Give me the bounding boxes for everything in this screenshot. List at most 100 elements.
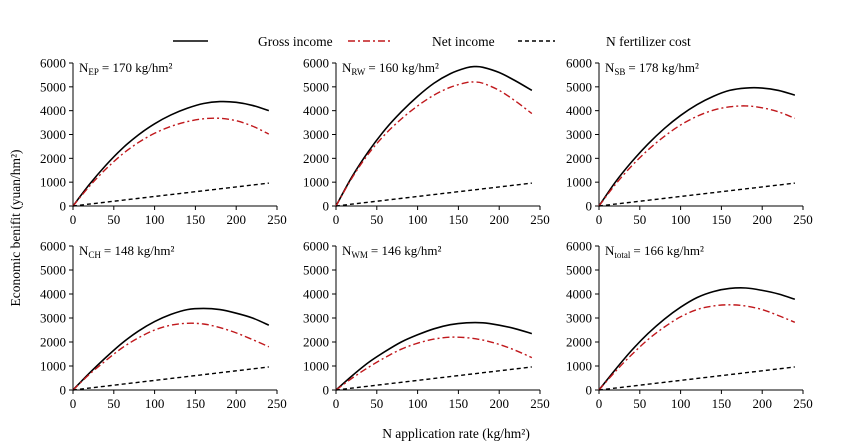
legend-net-label: Net income bbox=[432, 34, 495, 49]
y-tick-label: 4000 bbox=[40, 103, 66, 118]
x-tick-label: 0 bbox=[596, 212, 603, 227]
x-tick-label: 100 bbox=[408, 212, 428, 227]
y-tick-label: 0 bbox=[323, 199, 330, 214]
x-tick-label: 200 bbox=[226, 212, 246, 227]
y-tick-label: 2000 bbox=[566, 335, 592, 350]
x-tick-label: 0 bbox=[333, 212, 340, 227]
panel-optimum-label: NEP = 170 kg/hm² bbox=[79, 60, 172, 77]
net-income-line bbox=[72, 117, 270, 207]
y-tick-label: 6000 bbox=[566, 239, 592, 254]
x-tick-label: 150 bbox=[712, 212, 732, 227]
panel-sb: 0 1000 2000 3000 4000 5000 6000 0 50 100 150 200 250… bbox=[566, 56, 813, 228]
y-tick-label: 6000 bbox=[303, 56, 329, 71]
net-income-line bbox=[598, 304, 796, 391]
panel-total: 0 1000 2000 3000 4000 5000 6000 0 50 100 150 200 250… bbox=[566, 239, 813, 412]
y-tick-label: 3000 bbox=[566, 127, 592, 142]
panel-optimum-label: Ntotal = 166 kg/hm² bbox=[605, 243, 704, 260]
legend: Gross income Net income N fertilizer cos… bbox=[173, 34, 691, 49]
y-tick-label: 4000 bbox=[40, 287, 66, 302]
x-tick-label: 100 bbox=[145, 212, 165, 227]
x-tick-label: 100 bbox=[145, 396, 165, 411]
gross-income-line bbox=[72, 100, 270, 207]
x-tick-label: 150 bbox=[712, 396, 732, 411]
legend-gross-label: Gross income bbox=[258, 34, 333, 49]
y-tick-label: 0 bbox=[323, 383, 330, 398]
x-tick-label: 50 bbox=[370, 396, 383, 411]
y-tick-label: 6000 bbox=[40, 239, 66, 254]
y-tick-label: 1000 bbox=[566, 359, 592, 374]
y-tick-label: 3000 bbox=[303, 311, 329, 326]
x-tick-label: 50 bbox=[633, 396, 646, 411]
gross-income-line bbox=[72, 307, 270, 391]
y-tick-label: 3000 bbox=[566, 311, 592, 326]
y-tick-label: 0 bbox=[60, 199, 67, 214]
net-income-line bbox=[72, 322, 270, 391]
panel-optimum-label: NCH = 148 kg/hm² bbox=[79, 243, 174, 260]
y-tick-label: 5000 bbox=[566, 79, 592, 94]
net-income-line bbox=[335, 81, 533, 207]
x-tick-label: 200 bbox=[226, 396, 246, 411]
y-tick-label: 6000 bbox=[40, 56, 66, 71]
y-tick-label: 6000 bbox=[566, 56, 592, 71]
x-tick-label: 150 bbox=[186, 212, 206, 227]
n-fertilizer-cost-line bbox=[72, 366, 269, 391]
x-tick-label: 250 bbox=[530, 212, 550, 227]
x-tick-label: 0 bbox=[333, 396, 340, 411]
y-tick-label: 2000 bbox=[566, 151, 592, 166]
y-tick-label: 2000 bbox=[40, 335, 66, 350]
x-tick-label: 50 bbox=[370, 212, 383, 227]
x-tick-label: 250 bbox=[530, 396, 550, 411]
panel-ch: 0 1000 2000 3000 4000 5000 6000 0 50 100 150 200 250… bbox=[40, 239, 287, 412]
y-axis-title: Economic benifit (yuan/hm²) bbox=[8, 149, 23, 306]
y-tick-label: 3000 bbox=[40, 311, 66, 326]
y-tick-label: 0 bbox=[586, 383, 593, 398]
gross-income-line bbox=[598, 287, 796, 391]
x-tick-label: 250 bbox=[793, 396, 813, 411]
y-tick-label: 2000 bbox=[303, 335, 329, 350]
y-tick-label: 5000 bbox=[303, 79, 329, 94]
n-fertilizer-cost-line bbox=[72, 182, 269, 207]
panel-ep: 0 1000 2000 3000 4000 5000 6000 0 50 100 150 200 250… bbox=[40, 56, 287, 228]
n-fertilizer-cost-line bbox=[335, 182, 532, 207]
x-tick-label: 200 bbox=[489, 212, 509, 227]
panel-optimum-label: NWM = 146 kg/hm² bbox=[342, 243, 441, 260]
x-tick-label: 150 bbox=[186, 396, 206, 411]
x-tick-label: 100 bbox=[408, 396, 428, 411]
y-tick-label: 2000 bbox=[40, 151, 66, 166]
n-fertilizer-cost-line bbox=[335, 366, 532, 391]
y-tick-label: 4000 bbox=[566, 287, 592, 302]
net-income-line bbox=[335, 336, 533, 391]
x-tick-label: 100 bbox=[671, 212, 691, 227]
x-tick-label: 200 bbox=[752, 212, 772, 227]
x-tick-label: 250 bbox=[267, 212, 287, 227]
y-tick-label: 0 bbox=[60, 383, 67, 398]
panel-rw: 0 1000 2000 3000 4000 5000 6000 0 50 100 150 200 250… bbox=[303, 56, 550, 228]
gross-income-line bbox=[335, 321, 533, 391]
net-income-line bbox=[598, 105, 796, 207]
y-tick-label: 1000 bbox=[566, 175, 592, 190]
x-tick-label: 150 bbox=[449, 396, 469, 411]
y-tick-label: 4000 bbox=[303, 287, 329, 302]
y-tick-label: 5000 bbox=[40, 79, 66, 94]
x-tick-label: 250 bbox=[793, 212, 813, 227]
x-tick-label: 200 bbox=[752, 396, 772, 411]
x-tick-label: 250 bbox=[267, 396, 287, 411]
panel-optimum-label: NRW = 160 kg/hm² bbox=[342, 60, 439, 77]
x-tick-label: 200 bbox=[489, 396, 509, 411]
legend-cost-label: N fertilizer cost bbox=[606, 34, 691, 49]
panel-wm: 0 1000 2000 3000 4000 5000 6000 0 50 100 150 200 250… bbox=[303, 239, 550, 412]
y-tick-label: 1000 bbox=[303, 175, 329, 190]
x-tick-label: 150 bbox=[449, 212, 469, 227]
gross-income-line bbox=[335, 65, 533, 207]
y-tick-label: 2000 bbox=[303, 151, 329, 166]
x-tick-label: 50 bbox=[107, 212, 120, 227]
y-tick-label: 1000 bbox=[40, 175, 66, 190]
y-tick-label: 1000 bbox=[303, 359, 329, 374]
y-tick-label: 5000 bbox=[566, 263, 592, 278]
gross-income-line bbox=[598, 86, 796, 207]
y-tick-label: 5000 bbox=[303, 263, 329, 278]
x-tick-label: 0 bbox=[70, 396, 77, 411]
x-tick-label: 50 bbox=[107, 396, 120, 411]
y-tick-label: 0 bbox=[586, 199, 593, 214]
